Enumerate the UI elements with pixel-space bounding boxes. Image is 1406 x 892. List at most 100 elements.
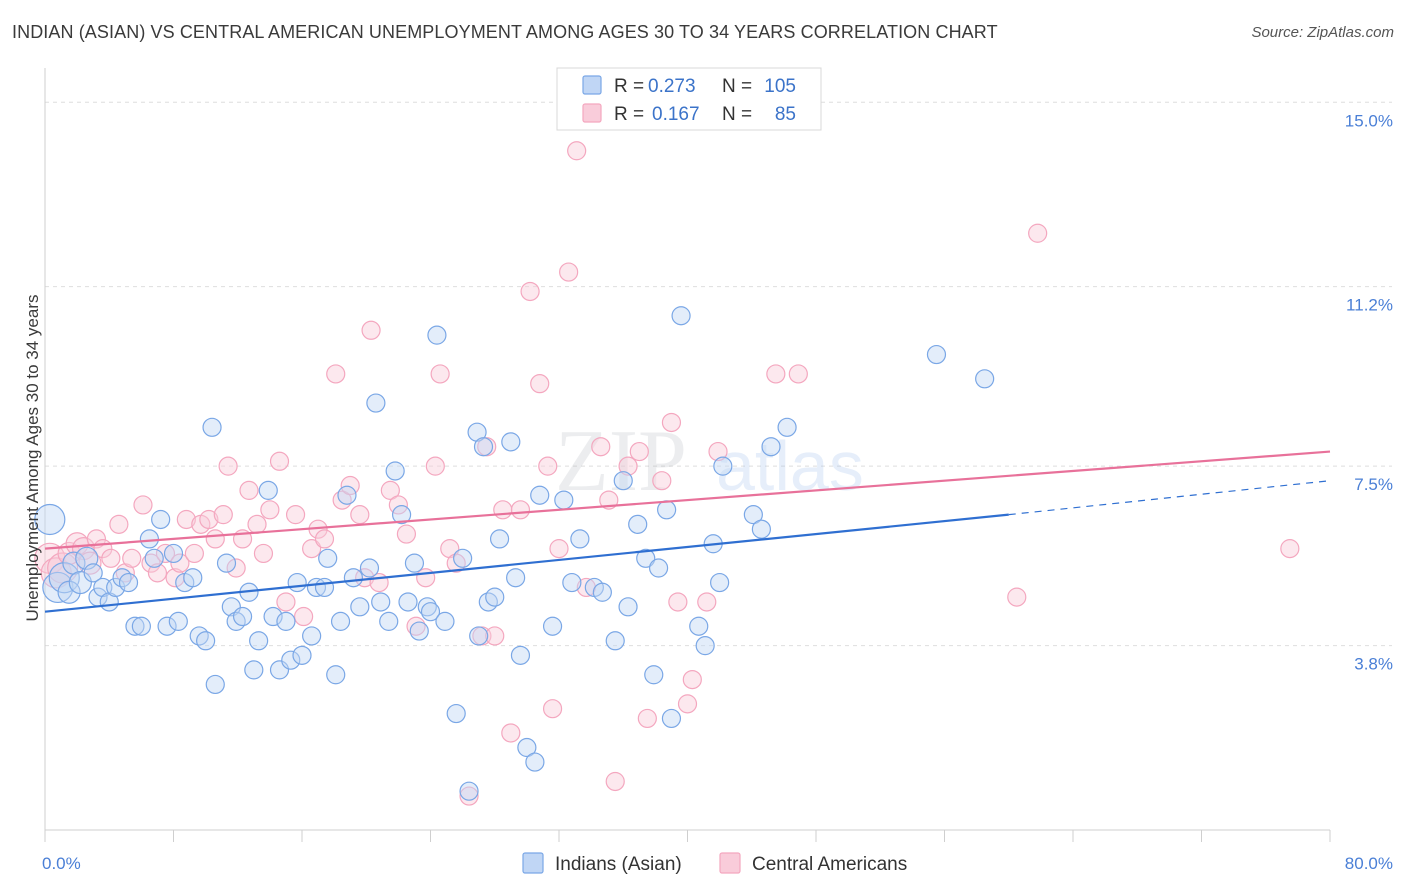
indians-asian-point-19 bbox=[157, 616, 177, 636]
indians-asian-point-53 bbox=[371, 592, 391, 612]
central-americans-point-29 bbox=[247, 514, 267, 534]
series-swatch-central-americans bbox=[719, 852, 741, 874]
central-americans-point-80 bbox=[682, 669, 702, 690]
indians-asian-point-26 bbox=[202, 417, 222, 437]
central-americans-point-60 bbox=[501, 723, 521, 743]
indians-asian-point-0 bbox=[34, 503, 66, 536]
legend-n-label-2: N = bbox=[722, 104, 752, 125]
legend-r-label-1: R = bbox=[614, 76, 644, 97]
indians-asian-point-87 bbox=[618, 597, 638, 617]
central-americans-point-33 bbox=[276, 592, 296, 612]
central-americans-point-84 bbox=[788, 364, 808, 384]
y-tick-label-3: 15.0% bbox=[1345, 111, 1393, 130]
central-americans-point-64 bbox=[538, 456, 558, 476]
indians-asian-point-79 bbox=[542, 616, 563, 636]
indians-asian-point-52 bbox=[366, 393, 386, 413]
indians-asian-point-65 bbox=[453, 548, 473, 568]
central-americans-point-71 bbox=[599, 490, 619, 510]
indians-asian-point-31 bbox=[232, 606, 253, 627]
central-americans-point-36 bbox=[302, 539, 322, 559]
indians-asian-point-84 bbox=[592, 582, 612, 602]
central-americans-point-87 bbox=[1280, 539, 1300, 559]
indians-asian-point-1 bbox=[42, 571, 74, 604]
central-americans-point-28 bbox=[239, 480, 259, 500]
central-americans-point-44 bbox=[361, 320, 381, 340]
indians-asian-point-95 bbox=[689, 616, 709, 636]
central-americans-point-23 bbox=[205, 529, 225, 549]
indians-asian-point-56 bbox=[391, 505, 412, 525]
indians-asian-point-86 bbox=[613, 471, 633, 491]
indians-asian-point-69 bbox=[473, 437, 494, 457]
axes bbox=[44, 68, 1331, 842]
indians-asian-point-55 bbox=[385, 461, 405, 481]
indians-asian-trend-line bbox=[44, 513, 1009, 613]
indians-asian-point-2 bbox=[48, 562, 80, 594]
indians-asian-points bbox=[34, 306, 995, 801]
x-tick-labels: 0.0% 80.0% bbox=[42, 854, 1393, 873]
central-americans-point-50 bbox=[416, 568, 436, 588]
central-americans-point-38 bbox=[314, 529, 335, 549]
indians-asian-point-41 bbox=[292, 645, 312, 665]
indians-asian-point-59 bbox=[409, 621, 429, 641]
indians-asian-point-38 bbox=[276, 611, 296, 631]
central-americans-point-76 bbox=[652, 471, 672, 491]
grid-lines bbox=[45, 101, 1392, 647]
central-americans-point-63 bbox=[530, 374, 550, 394]
central-americans-point-86 bbox=[1028, 223, 1048, 243]
indians-asian-point-104 bbox=[926, 344, 947, 365]
indians-asian-point-85 bbox=[605, 631, 625, 651]
indians-asian-point-61 bbox=[420, 602, 441, 622]
indians-asian-point-33 bbox=[244, 660, 264, 680]
y-tick-label-2: 11.2% bbox=[1346, 296, 1393, 315]
legend-swatch-blue bbox=[582, 75, 602, 95]
x-tick-label-min: 0.0% bbox=[42, 854, 81, 873]
central-americans-point-79 bbox=[677, 694, 698, 714]
indians-asian-point-103 bbox=[777, 417, 797, 437]
indians-asian-point-81 bbox=[562, 572, 582, 593]
indians-asian-point-72 bbox=[489, 529, 510, 549]
central-americans-point-70 bbox=[591, 437, 611, 457]
indians-asian-point-91 bbox=[648, 558, 669, 578]
indians-asian-point-40 bbox=[287, 572, 307, 593]
central-americans-point-83 bbox=[766, 364, 786, 384]
legend-n-value-1: 105 bbox=[764, 76, 796, 97]
central-americans-trend-line bbox=[44, 450, 1331, 550]
indians-asian-point-80 bbox=[554, 490, 574, 510]
central-americans-point-67 bbox=[559, 262, 579, 282]
indians-asian-point-75 bbox=[510, 645, 531, 665]
indians-asian-point-101 bbox=[751, 519, 771, 539]
indians-asian-point-88 bbox=[628, 514, 648, 534]
central-americans-point-12 bbox=[122, 548, 142, 568]
indians-asian-point-27 bbox=[205, 674, 225, 695]
indians-asian-point-34 bbox=[249, 631, 269, 651]
legend-r-label-2: R = bbox=[614, 104, 644, 125]
central-americans-point-24 bbox=[213, 505, 233, 525]
indians-asian-point-21 bbox=[168, 611, 188, 631]
indians-asian-point-71 bbox=[485, 587, 505, 607]
indians-asian-point-57 bbox=[398, 592, 418, 612]
series-legend: Indians (Asian) Central Americans bbox=[522, 852, 907, 875]
central-americans-point-55 bbox=[459, 786, 479, 806]
indians-asian-point-28 bbox=[216, 553, 237, 573]
central-americans-point-81 bbox=[697, 592, 717, 612]
central-americans-point-66 bbox=[549, 539, 569, 559]
indians-asian-point-94 bbox=[671, 306, 691, 326]
central-americans-point-77 bbox=[661, 412, 682, 433]
indians-asian-point-89 bbox=[636, 548, 656, 568]
central-americans-point-42 bbox=[350, 505, 370, 525]
indians-asian-point-49 bbox=[343, 568, 363, 588]
central-americans-point-65 bbox=[542, 699, 563, 719]
indians-asian-point-17 bbox=[144, 548, 164, 568]
indians-asian-point-66 bbox=[459, 781, 479, 801]
indians-asian-point-25 bbox=[196, 631, 216, 651]
source-label: Source: ZipAtlas.com bbox=[1251, 24, 1394, 41]
central-americans-point-13 bbox=[133, 495, 153, 515]
central-americans-point-52 bbox=[430, 364, 450, 384]
indians-asian-point-50 bbox=[350, 597, 370, 617]
indians-asian-point-102 bbox=[761, 437, 781, 457]
central-americans-point-39 bbox=[326, 364, 346, 384]
indians-asian-point-14 bbox=[125, 616, 145, 636]
indians-asian-point-74 bbox=[506, 568, 526, 588]
central-americans-points bbox=[34, 141, 1300, 806]
